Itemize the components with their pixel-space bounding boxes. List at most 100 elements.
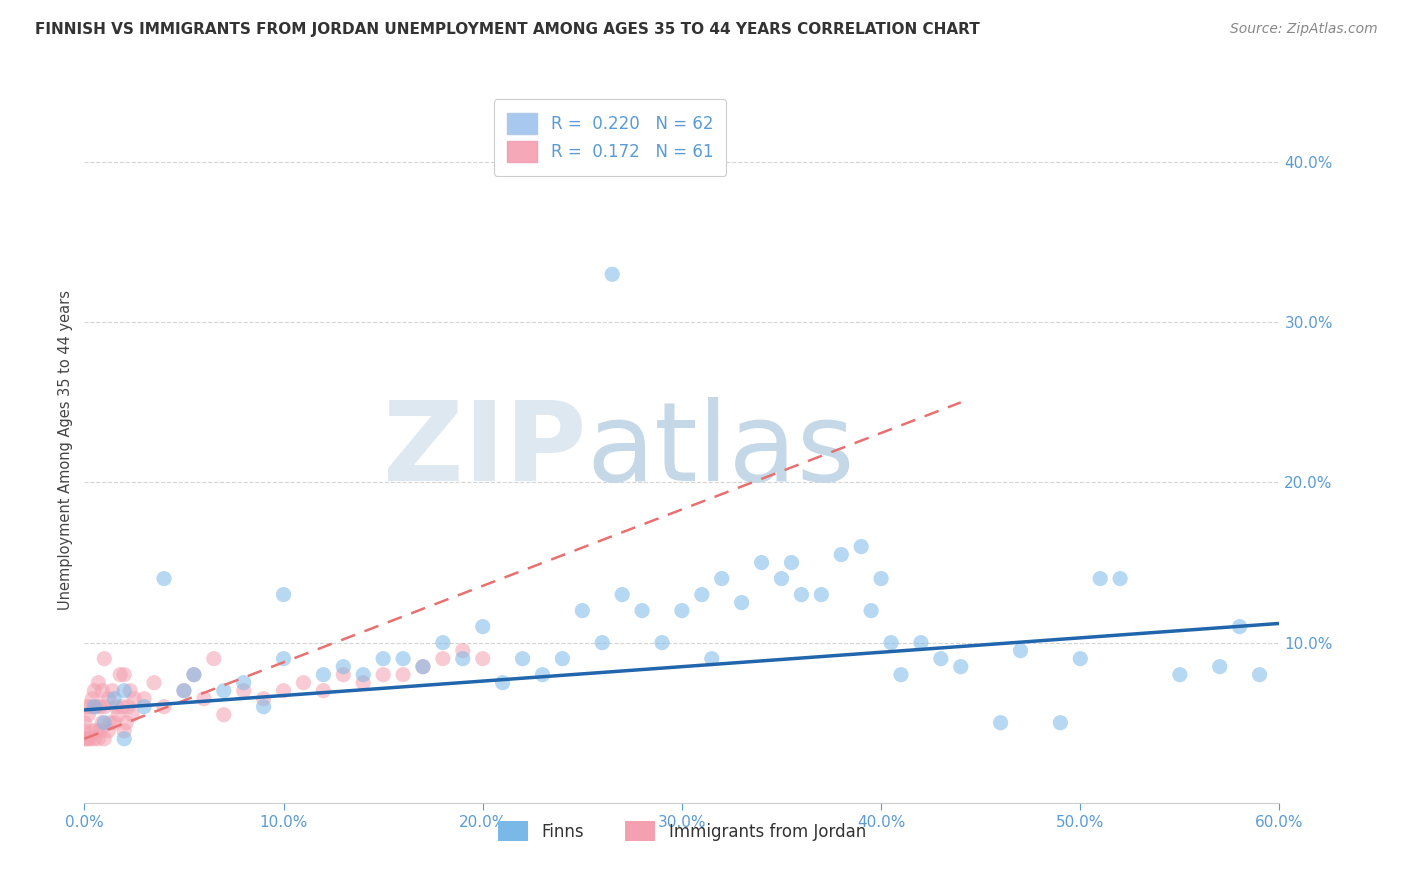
Point xyxy=(73,723,96,738)
Point xyxy=(990,715,1012,730)
Point xyxy=(98,715,121,730)
Point xyxy=(870,572,893,586)
Point xyxy=(1109,572,1132,586)
Text: Source: ZipAtlas.com: Source: ZipAtlas.com xyxy=(1230,22,1378,37)
Point xyxy=(232,683,254,698)
Point xyxy=(79,731,101,746)
Point xyxy=(89,723,111,738)
Point xyxy=(631,604,654,618)
Point xyxy=(97,723,120,738)
Point xyxy=(710,572,733,586)
Point xyxy=(432,635,454,649)
Point xyxy=(273,683,295,698)
Point xyxy=(929,651,952,665)
Point xyxy=(115,715,138,730)
Point xyxy=(110,667,132,681)
Point xyxy=(512,651,534,665)
Point xyxy=(93,731,115,746)
Point xyxy=(690,588,713,602)
Point xyxy=(111,699,134,714)
Point xyxy=(91,683,114,698)
Point xyxy=(352,675,374,690)
Point xyxy=(1249,667,1271,681)
Point xyxy=(780,556,803,570)
Point xyxy=(82,723,104,738)
Point xyxy=(121,707,143,722)
Point xyxy=(75,699,97,714)
Point xyxy=(77,707,100,722)
Point xyxy=(87,731,110,746)
Point xyxy=(202,651,225,665)
Point xyxy=(392,651,415,665)
Point xyxy=(751,556,773,570)
Point xyxy=(97,691,120,706)
Point xyxy=(373,651,395,665)
Text: FINNISH VS IMMIGRANTS FROM JORDAN UNEMPLOYMENT AMONG AGES 35 TO 44 YEARS CORRELA: FINNISH VS IMMIGRANTS FROM JORDAN UNEMPL… xyxy=(35,22,980,37)
Point xyxy=(253,691,276,706)
Point xyxy=(117,699,139,714)
Point xyxy=(1069,651,1091,665)
Point xyxy=(273,588,295,602)
Point xyxy=(949,659,972,673)
Point xyxy=(432,651,454,665)
Point xyxy=(352,667,374,681)
Point xyxy=(292,675,315,690)
Point xyxy=(86,723,108,738)
Point xyxy=(83,731,105,746)
Legend: Finns, Immigrants from Jordan: Finns, Immigrants from Jordan xyxy=(491,814,873,847)
Text: atlas: atlas xyxy=(586,397,855,504)
Point xyxy=(83,683,105,698)
Y-axis label: Unemployment Among Ages 35 to 44 years: Unemployment Among Ages 35 to 44 years xyxy=(58,291,73,610)
Point xyxy=(830,548,852,562)
Point xyxy=(183,667,205,681)
Point xyxy=(273,651,295,665)
Point xyxy=(1209,659,1232,673)
Point xyxy=(332,659,354,673)
Point xyxy=(86,699,108,714)
Point xyxy=(551,651,574,665)
Point xyxy=(531,667,554,681)
Point xyxy=(93,699,115,714)
Point xyxy=(83,699,105,714)
Point xyxy=(132,691,156,706)
Point xyxy=(312,667,335,681)
Point xyxy=(103,691,125,706)
Point xyxy=(373,667,395,681)
Point xyxy=(153,572,176,586)
Point xyxy=(112,683,135,698)
Point xyxy=(103,715,125,730)
Point xyxy=(112,667,135,681)
Point xyxy=(312,683,335,698)
Point xyxy=(392,667,415,681)
Point xyxy=(810,588,832,602)
Point xyxy=(232,675,254,690)
Point xyxy=(82,691,104,706)
Point xyxy=(212,707,235,722)
Point xyxy=(120,683,142,698)
Point xyxy=(1010,643,1032,657)
Point xyxy=(73,731,96,746)
Text: ZIP: ZIP xyxy=(382,397,586,504)
Point xyxy=(89,699,111,714)
Point xyxy=(87,675,110,690)
Point xyxy=(880,635,903,649)
Point xyxy=(790,588,813,602)
Point xyxy=(253,699,276,714)
Point xyxy=(412,659,434,673)
Point xyxy=(591,635,613,649)
Point xyxy=(451,643,474,657)
Point xyxy=(212,683,235,698)
Point xyxy=(1168,667,1191,681)
Point xyxy=(101,683,124,698)
Point xyxy=(93,651,115,665)
Point xyxy=(851,540,873,554)
Point xyxy=(1229,619,1251,633)
Point xyxy=(671,604,693,618)
Point xyxy=(107,707,129,722)
Point xyxy=(451,651,474,665)
Point xyxy=(79,699,101,714)
Point xyxy=(332,667,354,681)
Point xyxy=(122,691,145,706)
Point xyxy=(1049,715,1071,730)
Point xyxy=(890,667,912,681)
